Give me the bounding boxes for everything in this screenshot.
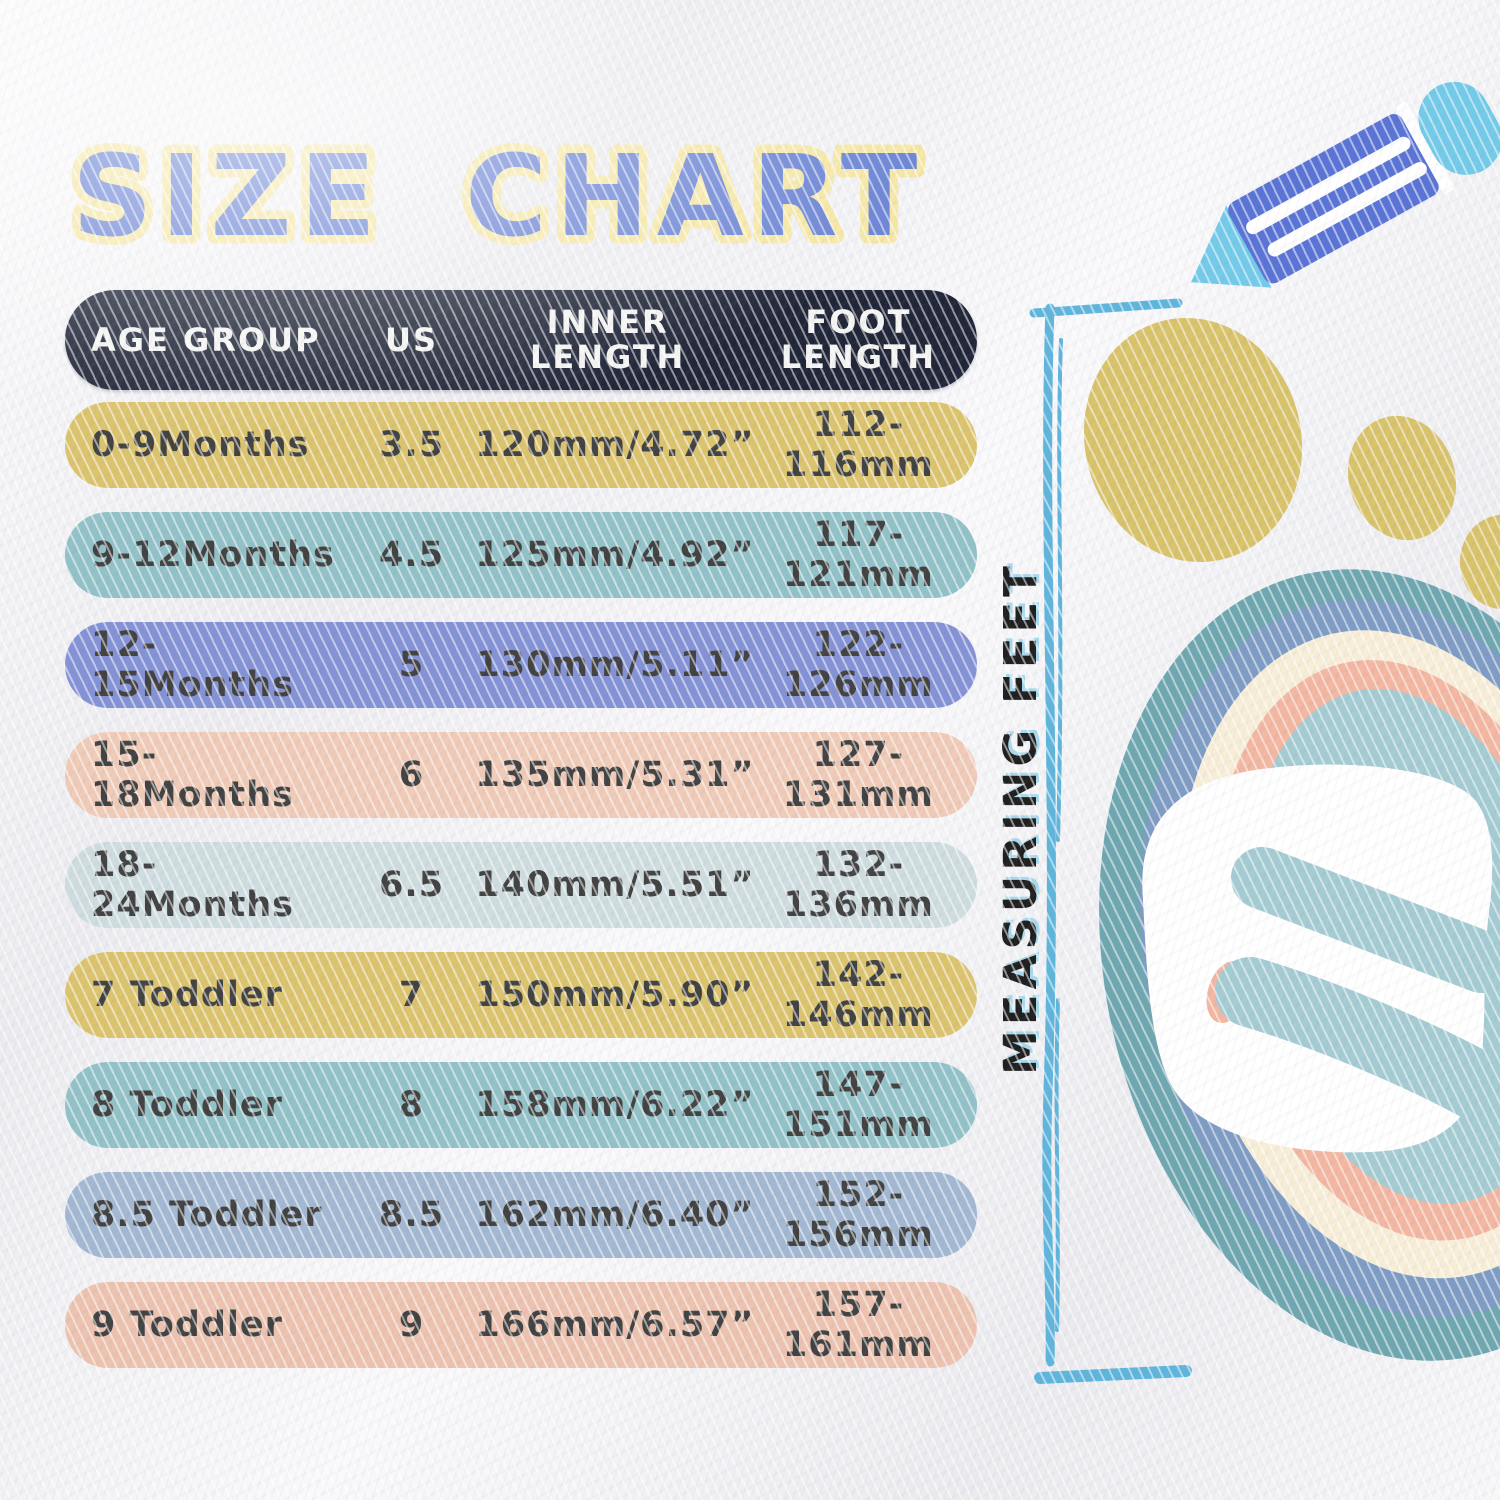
- cell-age: 12-15Months: [91, 625, 294, 705]
- arch-swirl: [1215, 847, 1500, 1127]
- measuring-feet-label: MEASURING FEET: [994, 561, 1047, 1075]
- page-title-graphic: SIZE CHART: [64, 124, 926, 271]
- cell-inner: 162mm/6.40”: [475, 1195, 755, 1235]
- size-table-rows: 0-9Months 3.5 120mm/4.72” 112-116mm 9-12Mont…: [65, 402, 977, 1368]
- header-inner-length-label: INNER LENGTH: [529, 303, 686, 376]
- cell-inner: 158mm/6.22”: [475, 1085, 755, 1125]
- measuring-line-icon: [1029, 298, 1192, 1384]
- foot-toes: [1083, 317, 1500, 609]
- cell-us: 8: [398, 1085, 425, 1125]
- cell-age: 0-9Months: [91, 425, 310, 465]
- header-us: US: [348, 320, 476, 359]
- salmon-sliver: [1206, 960, 1250, 1024]
- table-row: 7 Toddler 7 150mm/5.90” 142-146mm: [65, 952, 977, 1038]
- header-foot-length-label: FOOT LENGTH: [780, 303, 937, 376]
- foot-outline-rings: [1099, 569, 1500, 1361]
- cell-foot: 122-126mm: [782, 625, 934, 705]
- table-row: 9-12Months 4.5 125mm/4.92” 117-121mm: [65, 512, 977, 598]
- cell-age: 18-24Months: [91, 845, 294, 925]
- cell-inner: 135mm/5.31”: [475, 755, 755, 795]
- cell-age: 15-18Months: [91, 735, 294, 815]
- table-row: 12-15Months 5 130mm/5.11” 122-126mm: [65, 622, 977, 708]
- cell-us: 8.5: [379, 1195, 445, 1235]
- cell-inner: 140mm/5.51”: [475, 865, 755, 905]
- table-row: 15-18Months 6 135mm/5.31” 127-131mm: [65, 732, 977, 818]
- cell-us: 9: [398, 1305, 425, 1345]
- cell-us: 7: [398, 975, 425, 1015]
- cell-foot: 112-116mm: [782, 405, 934, 485]
- table-row: 8.5 Toddler 8.5 162mm/6.40” 152-156mm: [65, 1172, 977, 1258]
- cell-age: 8.5 Toddler: [91, 1195, 323, 1235]
- foot-arch-blob: [1142, 764, 1493, 1153]
- cell-inner: 130mm/5.11”: [475, 645, 755, 685]
- header-inner-length: INNER LENGTH: [475, 305, 739, 374]
- cell-foot: 117-121mm: [782, 515, 934, 595]
- cell-us: 6.5: [379, 865, 445, 905]
- cell-age: 9-12Months: [91, 535, 335, 575]
- cell-foot: 152-156mm: [782, 1175, 934, 1255]
- cell-us: 3.5: [379, 425, 445, 465]
- page-title: SIZE CHART: [72, 132, 925, 262]
- cell-inner: 166mm/6.57”: [475, 1305, 755, 1345]
- cell-foot: 127-131mm: [782, 735, 934, 815]
- cell-foot: 142-146mm: [782, 955, 934, 1035]
- cell-foot: 157-161mm: [782, 1285, 934, 1365]
- cell-inner: 125mm/4.92”: [475, 535, 755, 575]
- cell-age: 8 Toddler: [91, 1085, 283, 1125]
- table-header-row: AGE GROUP US INNER LENGTH FOOT LENGTH: [65, 290, 977, 390]
- pencil-icon: [1190, 81, 1500, 288]
- table-row: 8 Toddler 8 158mm/6.22” 147-151mm: [65, 1062, 977, 1148]
- header-age-group-label: AGE GROUP: [91, 320, 321, 359]
- cell-foot: 132-136mm: [782, 845, 934, 925]
- size-chart-table: AGE GROUP US INNER LENGTH FOOT LENGTH 0-…: [65, 290, 977, 1392]
- cell-inner: 120mm/4.72”: [475, 425, 755, 465]
- cell-us: 5: [398, 645, 425, 685]
- cell-age: 9 Toddler: [91, 1305, 283, 1345]
- header-age-group: AGE GROUP: [65, 320, 348, 359]
- cell-us: 6: [398, 755, 425, 795]
- cell-age: 7 Toddler: [91, 975, 283, 1015]
- header-foot-length: FOOT LENGTH: [740, 305, 977, 374]
- cell-us: 4.5: [379, 535, 445, 575]
- cell-inner: 150mm/5.90”: [475, 975, 755, 1015]
- header-us-label: US: [385, 320, 439, 359]
- table-row: 9 Toddler 9 166mm/6.57” 157-161mm: [65, 1282, 977, 1368]
- cell-foot: 147-151mm: [782, 1065, 934, 1145]
- table-row: 18-24Months 6.5 140mm/5.51” 132-136mm: [65, 842, 977, 928]
- table-row: 0-9Months 3.5 120mm/4.72” 112-116mm: [65, 402, 977, 488]
